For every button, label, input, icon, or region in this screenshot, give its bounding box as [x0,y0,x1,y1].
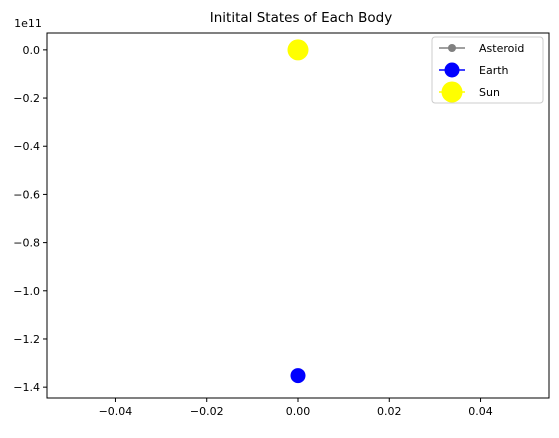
chart-title: Initital States of Each Body [210,10,392,26]
y-tick-label: −0.4 [13,140,40,153]
x-tick-label: 0.00 [286,405,311,418]
legend: Asteroid Earth Sun [431,36,544,104]
y-tick-label: 0.0 [23,44,41,57]
legend-marker-asteroid [448,44,456,52]
y-tick-label: −1.4 [13,381,40,394]
data-point-sun [287,39,309,61]
legend-label-asteroid: Asteroid [479,42,524,55]
legend-label-earth: Earth [479,64,509,77]
plot-marks [287,39,309,384]
y-tick-label: −1.2 [13,333,40,346]
data-point-earth [290,368,306,384]
y-tick-label: −0.8 [13,237,40,250]
x-tick-label: −0.04 [99,405,133,418]
x-tick-label: 0.04 [468,405,493,418]
y-axis-offset-label: 1e11 [14,17,42,30]
y-tick-label: −0.6 [13,188,40,201]
legend-label-sun: Sun [479,86,500,99]
plot-frame [46,32,550,399]
x-tick-label: −0.02 [190,405,224,418]
y-axis-ticks: 0.0 −0.2 −0.4 −0.6 −0.8 −1.0 −1.2 −1.4 [13,44,47,394]
legend-marker-sun [441,81,463,103]
legend-marker-earth [444,62,460,78]
y-tick-label: −1.0 [13,285,40,298]
x-tick-label: 0.02 [377,405,402,418]
y-tick-label: −0.2 [13,92,40,105]
x-axis-ticks: −0.04 −0.02 0.00 0.02 0.04 [99,398,493,418]
